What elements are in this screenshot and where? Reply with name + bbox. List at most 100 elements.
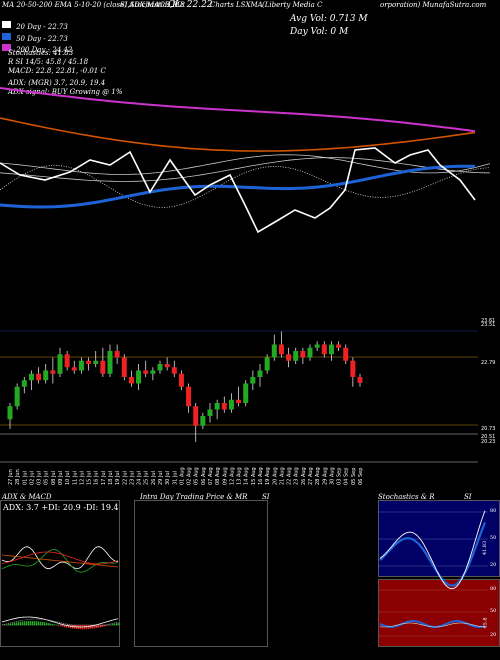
date-label: 10 Jul xyxy=(65,471,71,485)
date-label: 05 Aug xyxy=(194,467,200,485)
candle-body xyxy=(278,344,284,355)
stoch-panel-title: Stochastics & R xyxy=(378,493,435,501)
candle-body xyxy=(93,360,99,364)
legend-ma20-swatch xyxy=(2,21,11,28)
legend-ma50-text: 50 Day - 22.73 xyxy=(16,35,68,43)
macd-bar xyxy=(58,625,60,626)
candle-body xyxy=(186,386,192,407)
adx-panel-values: ADX: 3.7 +DI: 20.9 -DI: 19.4 xyxy=(3,503,119,512)
date-label: 03 Sep xyxy=(337,468,343,485)
company-label-2: orporation) MunafaSutra.com xyxy=(380,1,487,9)
macd-bar xyxy=(54,624,56,626)
moving-average-chart xyxy=(0,87,491,234)
macd-bar xyxy=(40,621,42,626)
date-label: 29 Aug xyxy=(322,467,328,485)
date-label: 21 Aug xyxy=(279,467,285,485)
close-label: CL: 22.22 xyxy=(168,0,213,10)
date-label: 02 Jul xyxy=(29,471,35,485)
candle-body xyxy=(257,370,263,377)
legend-ma50: 50 Day - 22.73 xyxy=(2,26,68,45)
macd-bar xyxy=(48,623,50,626)
candle-body xyxy=(200,416,206,426)
candle-body xyxy=(21,380,27,387)
candle-body xyxy=(157,364,163,371)
candle-body xyxy=(336,344,342,348)
date-label: 16 Aug xyxy=(258,467,264,485)
date-label: 29 Jul xyxy=(158,471,164,485)
macd-bar xyxy=(16,622,18,626)
candle-body xyxy=(57,354,63,374)
macd-bar xyxy=(20,621,22,626)
intra-panel-si: SI xyxy=(262,493,270,501)
macd-bar xyxy=(52,624,54,626)
candle-body xyxy=(114,351,120,358)
date-label: 05 Sep xyxy=(351,468,357,485)
macd-bar xyxy=(46,622,48,626)
candle-body xyxy=(107,351,113,374)
date-label: 24 Jul xyxy=(137,471,143,485)
macd-bar xyxy=(104,625,106,627)
date-label: 03 Jul xyxy=(37,471,43,485)
adx-line xyxy=(1,546,119,570)
legend-ma20: 20 Day - 22.73 xyxy=(2,14,68,33)
date-label: 12 Aug xyxy=(229,467,235,485)
legend-adx: ADX: (MGR) 3.7, 20.9, 19.4 xyxy=(8,79,106,87)
macd-bar xyxy=(22,621,24,626)
candle-body xyxy=(121,357,127,377)
price-level-label: 23.61 xyxy=(481,318,495,324)
legend-ma200-text: 200 Day - 24.42 xyxy=(16,46,73,54)
macd-bar xyxy=(28,621,30,626)
date-label: 22 Aug xyxy=(287,467,293,485)
macd-bar xyxy=(42,621,44,626)
rsi-level-20: 20 xyxy=(490,632,497,638)
stoch-level-80: 80 xyxy=(490,508,497,514)
candle-body xyxy=(350,360,356,377)
minus-di-line xyxy=(1,551,119,565)
ma50-line xyxy=(0,164,475,209)
macd-bar xyxy=(34,621,36,626)
date-label: 15 Jul xyxy=(87,471,93,485)
adx-orange-line xyxy=(1,554,119,568)
candle-body xyxy=(321,344,327,355)
candle-body xyxy=(214,403,220,410)
adx-panel xyxy=(0,500,120,647)
candle-body xyxy=(43,370,49,381)
candle-body xyxy=(128,377,134,384)
date-label: 06 Aug xyxy=(201,467,207,485)
candle-body xyxy=(300,351,306,358)
candle-body xyxy=(293,351,299,361)
date-label: 30 Aug xyxy=(329,467,335,485)
macd-bar xyxy=(64,625,66,628)
candle-body xyxy=(136,370,142,384)
date-label: 28 Jun xyxy=(15,469,21,485)
macd-bar xyxy=(66,625,68,628)
stoch-level-20: 20 xyxy=(490,562,497,568)
candle-body xyxy=(357,377,363,383)
macd-bar xyxy=(18,622,20,626)
macd-bar xyxy=(110,624,112,626)
legend-ma200-swatch xyxy=(2,44,11,51)
candle-body xyxy=(14,386,20,407)
candle-body xyxy=(236,399,242,403)
price-level-label: 22.79 xyxy=(481,360,495,366)
legend-adx-signal: ADX signal: BUY Growing @ 1% xyxy=(8,88,123,96)
date-label: 16 Jul xyxy=(94,471,100,485)
macd-bar xyxy=(26,621,28,626)
macd-bar xyxy=(32,621,34,626)
rsi-value: 45.8 xyxy=(482,617,489,629)
price-level-label: 23.51 xyxy=(481,322,495,328)
macd-bar xyxy=(8,624,10,626)
date-label: 26 Jul xyxy=(151,471,157,485)
plus-di-line xyxy=(1,549,119,573)
candle-body xyxy=(150,370,156,374)
legend-rsi: R SI 14/5: 45.8 / 45.18 xyxy=(8,58,89,66)
legend-macd: MACD: 22.8, 22.81, -0.01 C xyxy=(8,67,106,75)
date-label: 12 Jul xyxy=(79,471,85,485)
ema-long-line xyxy=(0,117,476,152)
date-label: 17 Jul xyxy=(101,471,107,485)
macd-bar xyxy=(38,621,40,626)
ma200-line xyxy=(0,87,476,133)
day-volume: Day Vol: 0 M xyxy=(290,27,349,37)
